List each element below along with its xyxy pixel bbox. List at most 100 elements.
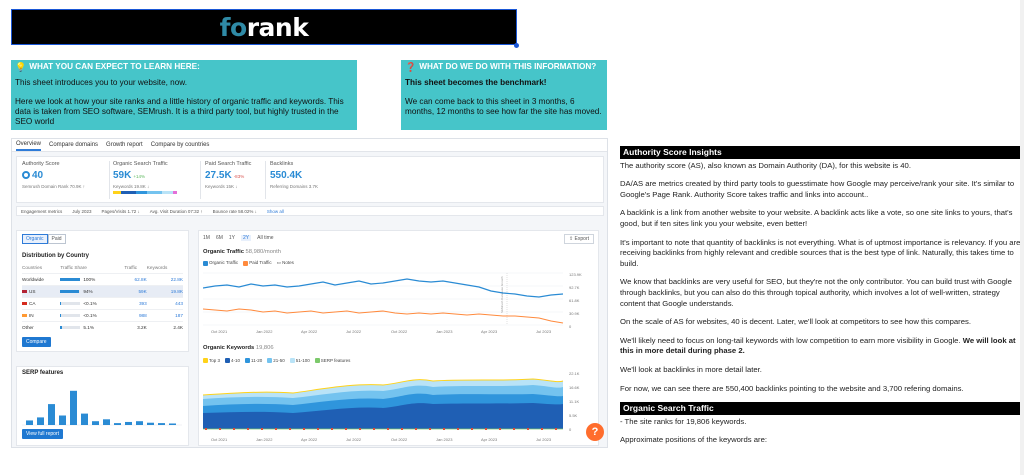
paid-traffic-metric[interactable]: Paid Search Traffic 27.5K -83% Keywords 1… — [205, 161, 252, 189]
compare-button[interactable]: Compare — [22, 337, 51, 347]
event-marker — [457, 428, 459, 430]
organic-traffic-metric[interactable]: Organic Search Traffic 59K +14% Keywords … — [113, 161, 178, 194]
organic-keywords-legend: Top 3 4-10 11-20 21-50 51-100 SERP featu… — [203, 358, 350, 364]
paid-toggle[interactable]: Paid — [47, 234, 66, 244]
event-marker — [345, 428, 347, 430]
serp-features-chart — [22, 390, 182, 426]
serp-feature-bar — [169, 423, 176, 425]
tab-overview[interactable]: Overview — [16, 139, 42, 151]
event-marker — [317, 428, 319, 430]
event-marker — [359, 428, 361, 430]
show-all-link[interactable]: Show all — [266, 208, 284, 214]
event-marker — [373, 428, 375, 430]
event-marker — [485, 428, 487, 430]
info-usage-box: ❓ WHAT DO WE DO WITH THIS INFORMATION? Th… — [401, 60, 607, 130]
tab-growth-report[interactable]: Growth report — [106, 142, 143, 148]
svg-text:30.9K: 30.9K — [569, 311, 580, 316]
organic-traffic-chart[interactable]: SEMrush Database Growth 123.9K 92.7K 61.… — [203, 269, 598, 335]
serp-feature-bar — [70, 390, 77, 425]
backlinks-metric[interactable]: Backlinks 550.4K Referring Domains 3.7K — [270, 161, 319, 189]
selection-handle[interactable] — [514, 43, 519, 48]
learn-info-box: 💡 WHAT YOU CAN EXPECT TO LEARN HERE: This… — [11, 60, 357, 130]
organic-keywords-chart[interactable]: 22.1K 16.6K 11.1K 5.5K 0 Oct 2021 Jan 20… — [203, 369, 598, 445]
legend-51-100[interactable]: 51-100 — [289, 358, 310, 364]
view-full-report-button[interactable]: View full report — [22, 429, 63, 439]
us-flag-icon — [22, 290, 27, 294]
svg-text:Jul 2023: Jul 2023 — [536, 437, 552, 442]
serp-feature-bar — [92, 421, 99, 425]
svg-text:61.8K: 61.8K — [569, 298, 580, 303]
metrics-bar: Authority Score 40 Semrush Domain Rank 7… — [16, 156, 604, 203]
keyword-event-markers — [205, 428, 557, 430]
svg-text:22.1K: 22.1K — [569, 371, 580, 376]
legend-21-50[interactable]: 21-50 — [267, 358, 285, 364]
svg-text:Oct 2022: Oct 2022 — [391, 437, 408, 442]
svg-text:Apr 2022: Apr 2022 — [301, 329, 318, 334]
tab-compare-domains[interactable]: Compare domains — [49, 142, 99, 148]
help-question-button[interactable]: ? — [586, 423, 604, 441]
legend-11-20[interactable]: 11-20 — [245, 358, 262, 364]
authority-score-metric[interactable]: Authority Score 40 Semrush Domain Rank 7… — [22, 161, 86, 189]
svg-text:Jan 2022: Jan 2022 — [256, 437, 273, 442]
svg-text:16.6K: 16.6K — [569, 385, 580, 390]
table-row[interactable]: CA <0.1% 393 443 — [22, 297, 183, 310]
serp-feature-bar — [136, 421, 143, 425]
in-flag-icon — [22, 314, 27, 318]
svg-text:123.9K: 123.9K — [569, 272, 582, 277]
serp-feature-bar — [48, 404, 55, 425]
legend-serp[interactable]: SERP features — [314, 358, 350, 364]
tab-compare-countries[interactable]: Compare by countries — [150, 142, 210, 148]
period-all-time[interactable]: All time — [257, 235, 274, 241]
table-row[interactable]: US 94% 59K 19.8K — [22, 285, 183, 298]
organic-traffic-line — [203, 278, 564, 298]
table-row[interactable]: Worldwide 100% 62.8K 22.8K — [22, 273, 183, 286]
svg-text:Jan 2023: Jan 2023 — [436, 329, 453, 334]
event-marker — [261, 428, 263, 430]
paid-traffic-line — [203, 308, 564, 324]
period-1m[interactable]: 1M — [203, 235, 210, 241]
svg-text:Oct 2021: Oct 2021 — [211, 437, 228, 442]
organic-toggle[interactable]: Organic — [22, 234, 48, 244]
table-row[interactable]: IN <0.1% 988 187 — [22, 309, 183, 322]
export-button[interactable]: ⇪ Export — [563, 234, 594, 244]
serp-feature-bar — [26, 420, 33, 425]
serp-feature-bar — [114, 423, 121, 425]
svg-text:Apr 2022: Apr 2022 — [301, 437, 318, 442]
legend-top3[interactable]: Top 3 — [203, 358, 220, 364]
vertical-scrollbar[interactable] — [1020, 0, 1024, 475]
country-table: Countries Traffic Share Traffic Keywords… — [22, 264, 183, 333]
serp-feature-bar — [59, 415, 66, 425]
legend-4-10[interactable]: 4-10 — [225, 358, 240, 364]
organic-traffic-legend: Organic Traffic Paid Traffic ▭ Notes — [203, 260, 294, 266]
event-marker — [275, 428, 277, 430]
svg-text:5.5K: 5.5K — [569, 413, 578, 418]
legend-organic[interactable]: Organic Traffic — [203, 260, 238, 266]
forank-logo-banner[interactable]: forank — [11, 9, 517, 45]
table-row[interactable]: Other 5.1% 3.2K 2.4K — [22, 321, 183, 333]
svg-text:Jan 2023: Jan 2023 — [436, 437, 453, 442]
legend-notes[interactable]: ▭ Notes — [276, 260, 294, 265]
traffic-charts-card: 1M 6M 1Y 2Y All time ⇪ Export Organic Tr… — [198, 230, 599, 446]
authority-ring-icon — [22, 171, 30, 180]
overview-tabs: Overview Compare domains Growth report C… — [12, 139, 607, 152]
event-marker — [233, 428, 235, 430]
forank-logo: forank — [219, 12, 309, 42]
event-marker — [443, 428, 445, 430]
svg-text:11.1K: 11.1K — [569, 399, 579, 404]
period-1y[interactable]: 1Y — [228, 235, 236, 241]
keywords-top3-line — [203, 378, 564, 396]
svg-text:0: 0 — [569, 324, 572, 329]
engagement-metrics-row: Engagement metrics July 2023 Pages/Visit… — [16, 206, 604, 216]
event-marker — [513, 428, 515, 430]
legend-paid[interactable]: Paid Traffic — [243, 260, 272, 266]
semrush-overview-screenshot[interactable]: Overview Compare domains Growth report C… — [11, 138, 608, 448]
event-marker — [499, 428, 501, 430]
period-6m[interactable]: 6M — [215, 235, 223, 241]
export-icon: ⇪ — [568, 236, 575, 242]
serp-feature-bar — [125, 421, 132, 425]
event-marker — [555, 428, 557, 430]
svg-text:Jan 2022: Jan 2022 — [256, 329, 273, 334]
period-2y[interactable]: 2Y — [241, 235, 252, 241]
database-growth-note: SEMrush Database Growth — [500, 276, 504, 313]
organic-paid-toggle: Organic Paid — [22, 234, 183, 244]
